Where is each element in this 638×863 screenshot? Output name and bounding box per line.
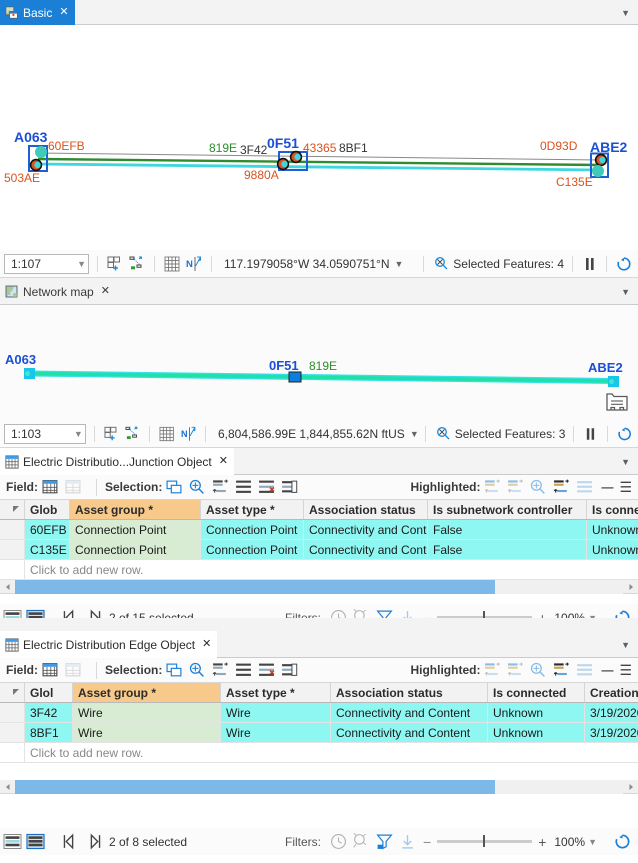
svg-text:0F51: 0F51 [267, 135, 299, 151]
svg-text:9880A: 9880A [244, 168, 279, 182]
svg-text:819E: 819E [309, 359, 337, 373]
svg-text:0F51: 0F51 [269, 358, 299, 373]
svg-text:819E: 819E [209, 141, 237, 155]
svg-text:ABE2: ABE2 [588, 360, 623, 375]
svg-text:A063: A063 [5, 352, 36, 367]
svg-text:8BF1: 8BF1 [339, 141, 368, 155]
svg-text:C135E: C135E [556, 175, 593, 189]
svg-text:60EFB: 60EFB [48, 139, 85, 153]
svg-text:A063: A063 [14, 129, 48, 145]
svg-text:43365: 43365 [303, 141, 337, 155]
svg-text:N: N [186, 259, 193, 270]
svg-text:N: N [181, 428, 188, 438]
svg-text:503AE: 503AE [4, 171, 40, 185]
svg-text:3F42: 3F42 [240, 143, 268, 157]
svg-text:ABE2: ABE2 [590, 139, 628, 155]
svg-text:0D93D: 0D93D [540, 139, 578, 153]
